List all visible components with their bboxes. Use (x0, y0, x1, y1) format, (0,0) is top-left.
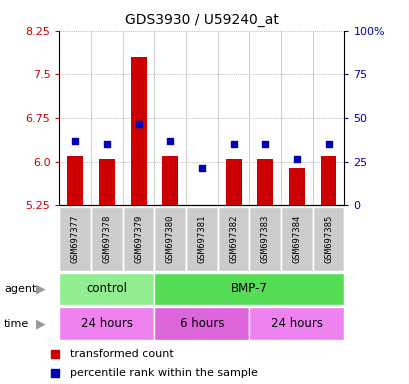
Bar (249, 307, 344, 340)
Bar (162, 156, 178, 205)
Text: GSM697377: GSM697377 (71, 215, 80, 263)
Text: ▶: ▶ (36, 283, 46, 295)
Bar (281, 207, 312, 271)
Text: GSM697381: GSM697381 (197, 215, 206, 263)
Bar (217, 207, 249, 271)
Text: GSM697383: GSM697383 (260, 215, 269, 263)
Text: GSM697385: GSM697385 (323, 215, 332, 263)
Text: GSM697384: GSM697384 (292, 215, 301, 263)
Text: transformed count: transformed count (70, 349, 173, 359)
Text: 24 hours: 24 hours (270, 317, 322, 330)
Bar (193, 205, 209, 207)
Point (198, 164, 204, 170)
Bar (91, 207, 122, 271)
Bar (320, 156, 336, 205)
Text: BMP-7: BMP-7 (230, 283, 267, 295)
Text: percentile rank within the sample: percentile rank within the sample (70, 368, 257, 379)
Bar (59, 307, 154, 340)
Point (293, 156, 299, 162)
Point (52, 351, 58, 357)
Bar (288, 167, 304, 205)
Text: GSM697379: GSM697379 (134, 215, 143, 263)
Point (230, 141, 236, 147)
Text: GSM697380: GSM697380 (165, 215, 174, 263)
Bar (312, 207, 344, 271)
Text: 24 hours: 24 hours (81, 317, 133, 330)
Point (103, 141, 110, 147)
Text: agent: agent (4, 284, 36, 294)
Text: control: control (86, 283, 127, 295)
Point (135, 121, 142, 127)
Bar (257, 159, 272, 205)
Point (261, 141, 268, 147)
Bar (154, 207, 186, 271)
Bar (59, 273, 154, 305)
Point (52, 370, 58, 376)
Point (166, 138, 173, 144)
Bar (130, 57, 146, 205)
Text: GSM697382: GSM697382 (229, 215, 238, 263)
Text: time: time (4, 318, 29, 329)
Text: ▶: ▶ (36, 317, 46, 330)
Bar (154, 307, 249, 340)
Text: 6 hours: 6 hours (179, 317, 224, 330)
Bar (154, 273, 344, 305)
Bar (59, 207, 91, 271)
Text: GSM697378: GSM697378 (102, 215, 111, 263)
Bar (225, 159, 241, 205)
Bar (67, 156, 83, 205)
Point (72, 138, 79, 144)
Point (324, 141, 331, 147)
Bar (249, 207, 281, 271)
Bar (186, 207, 217, 271)
Bar (122, 207, 154, 271)
Bar (99, 159, 115, 205)
Title: GDS3930 / U59240_at: GDS3930 / U59240_at (125, 13, 278, 27)
